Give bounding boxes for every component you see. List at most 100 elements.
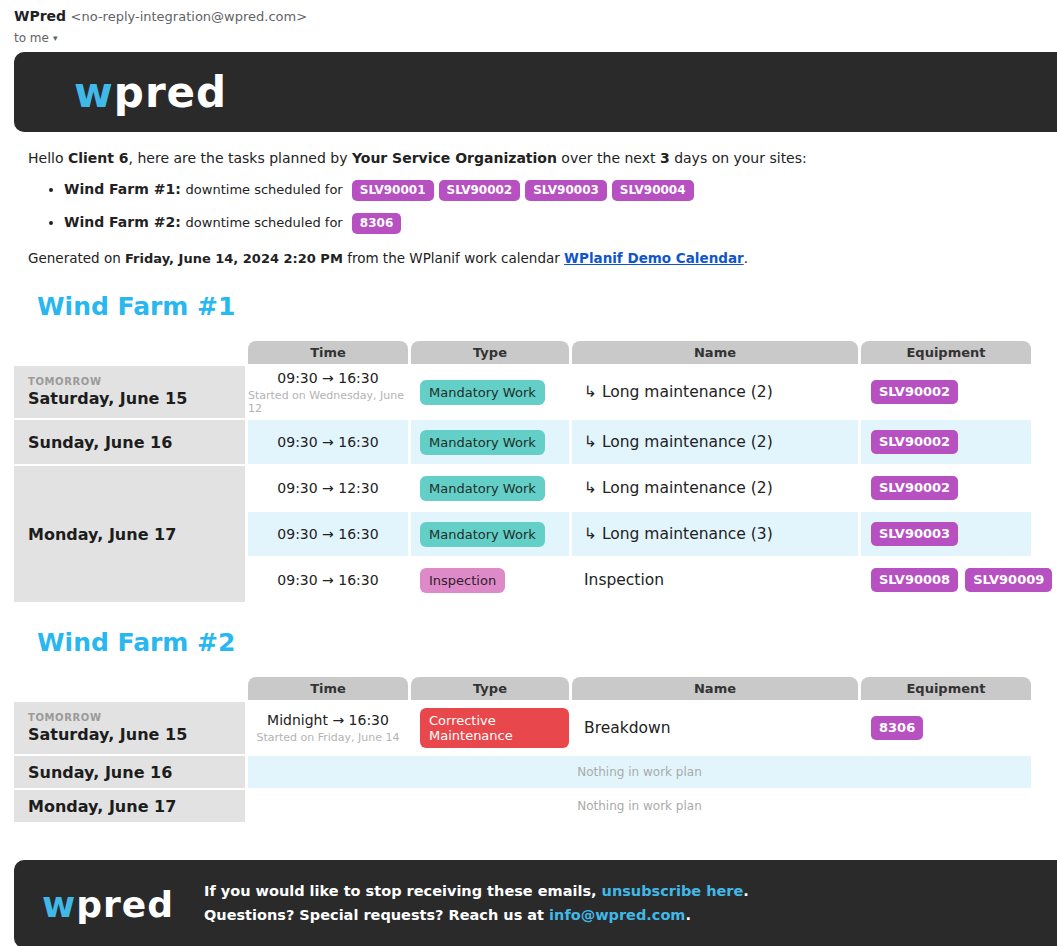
day-row: Monday, June 17Nothing in work plan [14,790,1031,822]
contact-suffix: . [685,907,691,923]
day-date: Monday, June 17 [28,797,245,816]
task-time: 09:30 → 12:30 [277,480,378,496]
task-time-note: Started on Wednesday, June 12 [248,389,408,415]
column-header-type: Type [411,677,569,700]
day-label-cell: TOMORROWSaturday, June 15 [14,366,245,418]
logo-pred: pred [114,68,227,117]
task-type-badge: Corrective Maintenance [420,708,569,748]
day-date: Sunday, June 16 [28,763,245,782]
day-row: Sunday, June 16 09:30 → 16:30 Mandatory Wo… [14,420,1031,464]
task-name-cell: ↳ Long maintenance (3) [572,512,858,556]
task-time-cell: 09:30 → 12:30 [248,466,408,510]
days-count: 3 [660,150,670,166]
section-title: Wind Farm #1 [37,292,1057,321]
footer-logo-w: w [42,884,76,925]
empty-plan-message: Nothing in work plan [248,790,1031,822]
task-type-badge: Inspection [420,568,505,593]
task-time: 09:30 → 16:30 [277,526,378,542]
task-equipment-cell: SLV90003 [861,512,1031,556]
contact-email-link[interactable]: info@wpred.com [549,907,685,923]
empty-plan-message: Nothing in work plan [248,756,1031,788]
column-header-time: Time [248,677,408,700]
task-row: 09:30 → 12:30Mandatory Work↳ Long mainte… [248,466,1031,510]
day-tag: TOMORROW [28,712,245,723]
sender-address: <no-reply-integration@wpred.com> [71,9,308,24]
client-name: Client 6 [68,150,129,166]
summary-site-name: Wind Farm #2: [64,214,186,230]
summary-item: Wind Farm #1: downtime scheduled for SLV… [64,180,1057,201]
sender-name: WPred [14,8,66,24]
day-row: Monday, June 1709:30 → 12:30Mandatory Wo… [14,466,1031,602]
day-label-cell: Sunday, June 16 [14,756,245,788]
task-time: 09:30 → 16:30 [277,572,378,588]
organization-name: Your Service Organization [352,150,557,166]
task-time: Midnight → 16:30 [267,712,389,728]
greeting-mid1: , here are the tasks planned by [129,150,352,166]
day-tasks: Nothing in work plan [248,790,1031,822]
recipient-dropdown[interactable]: to me ▾ [14,31,57,45]
task-row: 09:30 → 16:30Mandatory Work↳ Long mainte… [248,420,1031,464]
equipment-badge: SLV90002 [871,430,958,454]
task-time-cell: Midnight → 16:30 Started on Friday, June … [248,702,408,754]
wpred-logo: wpred [74,68,227,117]
generated-mid: from the WPlanif work calendar [343,250,564,266]
greeting-suffix: days on your sites: [670,150,807,166]
task-time: 09:30 → 16:30 [277,370,378,386]
equipment-badge: SLV90002 [871,380,958,404]
task-type-cell: Mandatory Work [411,420,569,464]
task-time-cell: 09:30 → 16:30 Started on Wednesday, June … [248,366,408,418]
contact-prefix: Questions? Special requests? Reach us at [204,907,549,923]
schedule-table: TimeTypeNameEquipment TOMORROW Saturday, J… [14,677,1031,822]
site-sections: Wind Farm #1TimeTypeNameEquipmentTOMORRO… [28,292,1057,822]
unsubscribe-link[interactable]: unsubscribe here [602,883,744,899]
task-type-cell: Mandatory Work [411,466,569,510]
downtime-summary-list: Wind Farm #1: downtime scheduled for SLV… [64,180,1057,234]
task-type-cell: Mandatory Work [411,366,569,418]
generated-suffix: . [744,250,748,266]
column-header-type: Type [411,341,569,364]
task-type-badge: Mandatory Work [420,522,545,547]
column-header-equipment: Equipment [861,341,1031,364]
table-header-row: TimeTypeNameEquipment [14,677,1031,700]
equipment-badge: SLV90002 [439,180,521,201]
gmail-message-header: WPred <no-reply-integration@wpred.com> t… [0,0,1057,52]
day-row: TOMORROWSaturday, June 15 09:30 → 16:30 St… [14,366,1031,418]
equipment-badge: 8306 [352,213,401,234]
task-row: 09:30 → 16:30 Mandatory Work ↳ Long mainte… [248,512,1031,556]
task-time-note: Started on Friday, June 14 [256,731,399,744]
task-row: Midnight → 16:30 Started on Friday, June … [248,702,1031,754]
logo-w: w [74,68,114,117]
equipment-badge: SLV90001 [352,180,434,201]
task-equipment-cell: 8306 [861,702,1031,754]
task-type-badge: Mandatory Work [420,430,545,455]
task-time-cell: 09:30 → 16:30 [248,420,408,464]
task-name-cell: Breakdown [572,702,858,754]
column-header-time: Time [248,341,408,364]
day-date: Sunday, June 16 [28,433,245,452]
equipment-badge: SLV90003 [525,180,607,201]
day-label-cell: TOMORROW Saturday, June 15 [14,702,245,754]
task-equipment-cell: SLV90008SLV90009 [861,558,1031,602]
day-date: Saturday, June 15 [28,725,245,744]
day-tasks: Nothing in work plan [248,756,1031,788]
task-type-badge: Mandatory Work [420,476,545,501]
day-row: TOMORROWSaturday, June 15Midnight → 16:3… [14,702,1031,754]
schedule-table: TimeTypeNameEquipmentTOMORROWSaturday, J… [14,341,1031,602]
task-time-cell: 09:30 → 16:30 [248,558,408,602]
summary-site-name: Wind Farm #1: [64,181,186,197]
task-time-cell: 09:30 → 16:30 [248,512,408,556]
task-type-badge: Mandatory Work [420,380,545,405]
header-spacer-cell [14,341,245,364]
day-tasks: 09:30 → 16:30Mandatory Work↳ Long mainte… [248,420,1031,464]
day-row: Sunday, June 16Nothing in work plan [14,756,1031,788]
calendar-link[interactable]: WPlanif Demo Calendar [564,250,744,266]
task-name-cell: ↳ Long maintenance (2) [572,366,858,418]
task-time: 09:30 → 16:30 [277,434,378,450]
email-footer: wpred If you would like to stop receivin… [14,860,1057,946]
generated-line: Generated on Friday, June 14, 2024 2:20 … [28,250,1057,266]
day-tasks: Midnight → 16:30 Started on Friday, June … [248,702,1031,754]
recipient-label: to me [14,31,49,45]
task-type-cell: Mandatory Work [411,512,569,556]
header-spacer-cell [14,677,245,700]
wpred-footer-logo: wpred [42,884,174,925]
